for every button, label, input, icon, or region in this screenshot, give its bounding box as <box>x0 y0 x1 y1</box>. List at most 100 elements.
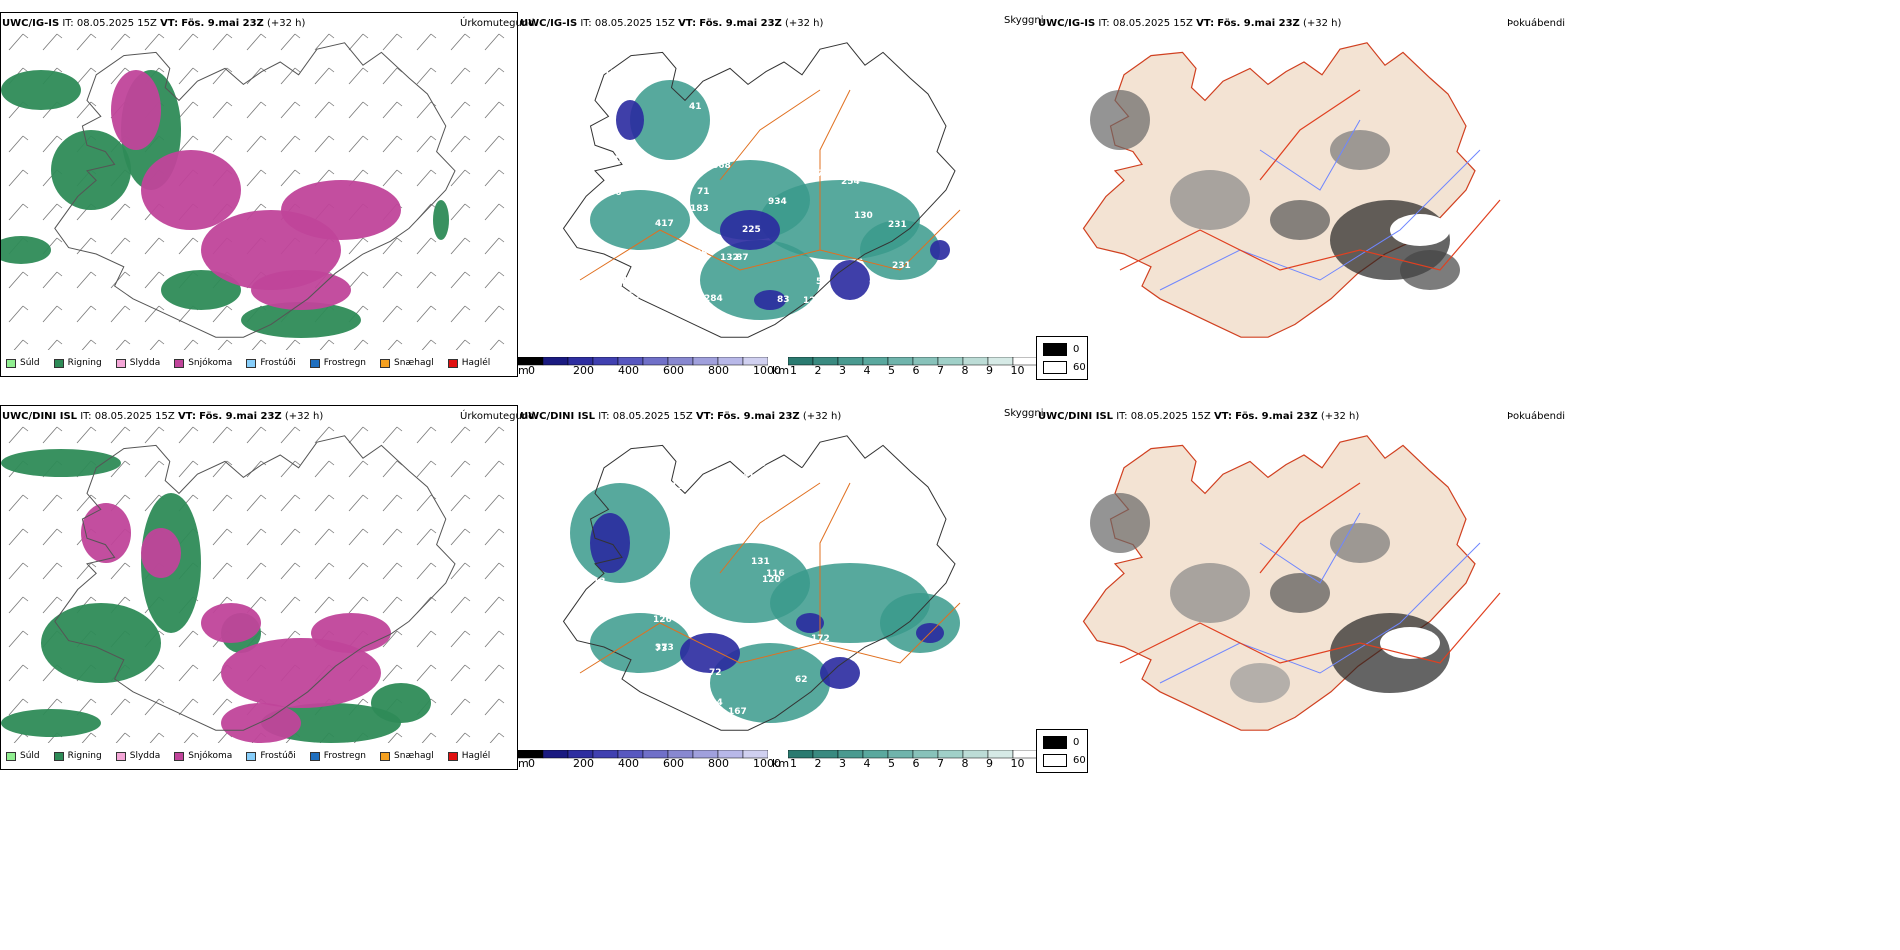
wind-barb <box>348 562 364 580</box>
snow-area <box>281 180 401 240</box>
wind-barb <box>76 494 92 512</box>
wind-barb <box>382 528 398 546</box>
wind-barb <box>362 101 369 107</box>
snow-depth-label: 78 <box>876 527 889 537</box>
wind-barb <box>319 339 330 350</box>
wind-barb <box>42 271 58 289</box>
wind-barb <box>464 271 471 277</box>
visibility-tick: 2 <box>814 364 822 377</box>
wind-barb <box>450 698 466 716</box>
wind-barb <box>226 460 233 466</box>
snow-depth-label: 123 <box>852 515 871 525</box>
wind-barb <box>464 135 471 141</box>
legend-swatch <box>380 358 391 368</box>
fog-area <box>1270 573 1330 613</box>
it-value: 08.05.2025 15Z <box>1130 411 1211 422</box>
wind-barb <box>430 664 437 670</box>
wind-barb <box>348 460 364 478</box>
wind-barb <box>124 33 131 39</box>
wind-barb <box>144 494 160 512</box>
wind-barb <box>81 732 92 743</box>
wind-barb <box>382 494 398 512</box>
wind-barb <box>396 732 403 738</box>
wind-barb <box>158 271 165 277</box>
wind-barb <box>124 732 131 738</box>
visibility-tick: 6 <box>912 757 920 770</box>
snow-depth-area <box>830 260 870 300</box>
legend-swatch <box>447 751 458 761</box>
snow-depth-label: 71 <box>697 187 710 197</box>
legend-label: Súld <box>20 358 40 368</box>
wind-barb <box>328 33 335 39</box>
wind-barb <box>382 305 398 323</box>
wind-barb <box>76 305 92 323</box>
wind-barb <box>285 339 296 350</box>
wind-barb <box>8 630 24 648</box>
wind-barb <box>362 169 369 175</box>
snow-depth-label: 57 <box>816 277 829 287</box>
height-tick: 1000 <box>753 364 781 377</box>
wind-barb <box>22 562 29 568</box>
road-network <box>1119 482 1501 664</box>
height-tick: 400 <box>618 364 639 377</box>
wind-barb <box>246 460 262 478</box>
snow-depth-label: 65 <box>677 250 690 260</box>
wind-barb <box>280 562 296 580</box>
wind-barb <box>90 339 97 345</box>
wind-barb <box>498 562 505 568</box>
wind-barb <box>56 528 63 534</box>
rain-area <box>1 709 101 737</box>
wind-barb <box>42 203 58 221</box>
wind-barb <box>192 630 199 636</box>
wind-barb <box>416 426 432 444</box>
wind-barb <box>294 426 301 432</box>
wind-barb <box>416 562 432 580</box>
wind-barb <box>430 562 437 568</box>
wind-barb <box>56 596 63 602</box>
wind-barb <box>260 426 267 432</box>
wind-barb <box>464 732 471 738</box>
snow-depth-label: 166 <box>716 467 735 477</box>
wind-barb <box>314 135 330 153</box>
snow-depth-label: 73 <box>817 169 830 179</box>
snow-depth-label: 373 <box>655 643 674 653</box>
vt-value: Fös. 9.mai 23Z <box>1217 18 1300 29</box>
wind-barb <box>260 339 267 345</box>
wind-barb <box>450 596 466 614</box>
wind-barb <box>362 528 369 534</box>
wind-barb <box>484 237 500 255</box>
snow-depth-label: 225 <box>742 225 761 235</box>
fog-legend: 0 60 <box>1036 729 1088 773</box>
visibility-colorbar <box>788 357 1038 366</box>
ptype-title: Úrkomutegund <box>460 18 535 29</box>
snow-area <box>111 70 161 150</box>
snow-area <box>221 638 381 708</box>
wind-barb <box>484 169 500 187</box>
fog-legend: 0 60 <box>1036 336 1088 380</box>
snow-depth-label: 160 <box>662 564 681 574</box>
visibility-tick: 4 <box>863 364 871 377</box>
visibility-tick: 2 <box>814 757 822 770</box>
legend-label: Haglél <box>461 358 491 368</box>
low-visibility-area <box>700 240 820 320</box>
wind-barb <box>362 426 369 432</box>
wind-barb <box>430 271 437 277</box>
wind-barb <box>450 169 466 187</box>
wind-barb <box>484 67 500 85</box>
snow-depth-label: 181 <box>875 318 894 328</box>
wind-barb <box>464 596 471 602</box>
wind-barb <box>484 426 500 444</box>
wind-barb <box>192 460 199 466</box>
snow-depth-area <box>820 657 860 689</box>
wind-barb <box>484 528 500 546</box>
wind-barb <box>90 237 97 243</box>
wind-barb <box>430 732 437 738</box>
snow-depth-label: 179 <box>839 472 858 482</box>
wind-barb <box>430 169 437 175</box>
coastline <box>54 42 456 338</box>
colorbar-step <box>542 750 569 759</box>
wind-barb <box>56 494 63 500</box>
wind-barb <box>362 271 369 277</box>
legend-swatch <box>380 751 391 761</box>
height-tick: 400 <box>618 757 639 770</box>
